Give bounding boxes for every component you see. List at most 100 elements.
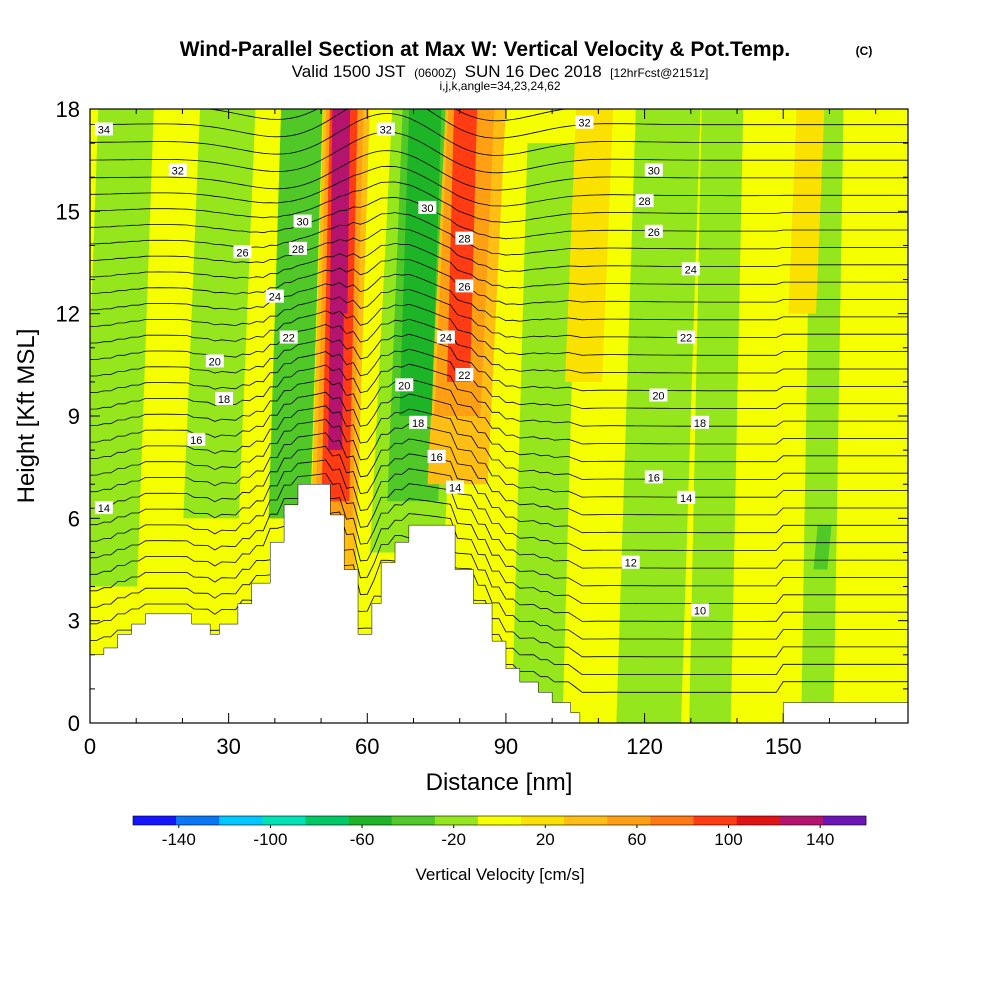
valid-prefix: Valid 1500 JST bbox=[292, 62, 406, 81]
contour-label-text: 28 bbox=[638, 196, 650, 208]
isentrope-line bbox=[90, 511, 908, 605]
isentrope-line bbox=[90, 378, 908, 445]
colorbar-swatch bbox=[564, 816, 608, 825]
colorbar-swatch bbox=[391, 816, 436, 825]
velocity-region bbox=[399, 109, 442, 416]
contour-labels: 34 32 32 32 30 30 30 28 28 28 26 26 26 24 24 24 22 22 22 20… bbox=[94, 115, 710, 617]
contour-label: 24 bbox=[681, 262, 700, 276]
isentrope-line bbox=[90, 595, 908, 658]
y-tick-label: 0 bbox=[68, 711, 80, 736]
isentrope-line bbox=[90, 391, 908, 463]
y-tick-label: 9 bbox=[68, 404, 80, 429]
isentrope-line bbox=[90, 535, 908, 622]
contour-label: 14 bbox=[677, 490, 696, 505]
contour-label: 20 bbox=[649, 388, 668, 403]
potential-temperature-contours bbox=[90, 109, 908, 693]
isentrope-line bbox=[90, 112, 908, 156]
contour-label-text: 20 bbox=[398, 380, 410, 392]
velocity-region bbox=[813, 525, 832, 570]
isentrope-line bbox=[90, 242, 908, 289]
contour-label: 30 bbox=[644, 163, 663, 177]
isentrope-line bbox=[90, 445, 908, 534]
contour-label: 26 bbox=[233, 245, 252, 259]
colorbar-title: Vertical Velocity [cm/s] bbox=[415, 865, 584, 884]
contour-label: 22 bbox=[279, 330, 298, 345]
isentrope-line bbox=[90, 459, 908, 551]
colorbar-swatch bbox=[348, 816, 393, 825]
contour-label-text: 20 bbox=[652, 391, 664, 403]
colorbar-outline bbox=[132, 815, 867, 826]
terrain bbox=[90, 483, 908, 723]
contour-label: 34 bbox=[94, 122, 113, 136]
colorbar-swatch bbox=[262, 816, 306, 825]
contour-label: 20 bbox=[395, 378, 414, 392]
contour-label-text: 22 bbox=[458, 370, 470, 382]
x-tick-label: 30 bbox=[216, 734, 240, 759]
colorbar-swatch bbox=[822, 816, 867, 825]
velocity-region bbox=[447, 109, 478, 382]
contour-label: 12 bbox=[621, 555, 640, 570]
isentrope-line bbox=[90, 627, 908, 676]
contour-label: 28 bbox=[635, 194, 654, 208]
contour-label: 14 bbox=[94, 501, 113, 515]
contour-label: 32 bbox=[575, 115, 594, 130]
contour-label: 10 bbox=[691, 603, 710, 617]
isentrope-line bbox=[90, 405, 908, 480]
contour-label-text: 18 bbox=[694, 418, 706, 430]
contour-label-text: 14 bbox=[98, 503, 110, 515]
chart-title: Wind-Parallel Section at Max W: Vertical… bbox=[180, 38, 791, 61]
contour-label: 32 bbox=[168, 163, 187, 177]
colorbar-swatch bbox=[521, 816, 565, 825]
isentrope-line bbox=[90, 418, 908, 498]
valid-utc: (0600Z) bbox=[414, 66, 456, 80]
velocity-region bbox=[90, 109, 154, 587]
isentrope-line bbox=[90, 472, 908, 569]
contour-label-text: 24 bbox=[685, 264, 697, 276]
isentrope-line bbox=[90, 131, 908, 174]
isentrope-line bbox=[90, 497, 908, 587]
isentrope-line bbox=[90, 273, 908, 322]
contour-label-text: 16 bbox=[430, 452, 442, 464]
isentrope-line bbox=[90, 432, 908, 516]
y-tick-label: 18 bbox=[56, 97, 80, 122]
contour-label-text: 30 bbox=[421, 203, 433, 215]
valid-date: SUN 16 Dec 2018 bbox=[465, 62, 602, 81]
contour-label-text: 28 bbox=[458, 234, 470, 246]
velocity-region bbox=[338, 109, 351, 314]
contour-label: 16 bbox=[427, 449, 446, 464]
contour-label-text: 20 bbox=[209, 356, 221, 368]
colorbar-swatch bbox=[693, 816, 737, 825]
y-axis: 0 3 6 9 12 15 18 bbox=[56, 97, 908, 736]
isentrope-line bbox=[90, 303, 908, 356]
contour-label: 16 bbox=[187, 432, 206, 447]
plot-area: 34 32 32 32 30 30 30 28 28 28 26 26 26 24 24 24 22 22 22 20… bbox=[90, 109, 908, 723]
contour-label-text: 14 bbox=[449, 483, 461, 495]
contour-label-text: 28 bbox=[292, 244, 304, 256]
grid-indices: i,j,k,angle=34,23,24,62 bbox=[439, 79, 560, 93]
contour-label: 24 bbox=[265, 289, 284, 304]
contour-label: 30 bbox=[418, 200, 437, 215]
contour-label-text: 16 bbox=[648, 472, 660, 484]
isentrope-line bbox=[90, 348, 908, 409]
colorbar-tick-label: 20 bbox=[536, 830, 555, 849]
isentrope-line bbox=[90, 288, 908, 339]
valid-time-subtitle: Valid 1500 JST (0600Z) SUN 16 Dec 2018 [… bbox=[292, 62, 709, 81]
colorbar-tick-label: -60 bbox=[350, 830, 375, 849]
copyright-mark: (C) bbox=[856, 44, 873, 58]
colorbar-swatch bbox=[650, 816, 694, 825]
colorbar-tick-label: 60 bbox=[627, 830, 646, 849]
contour-label: 22 bbox=[455, 368, 474, 382]
colorbar-swatch bbox=[736, 816, 781, 825]
colorbar-tick-label: -140 bbox=[162, 830, 196, 849]
colorbar-tick-label: 140 bbox=[806, 830, 834, 849]
contour-label: 24 bbox=[436, 330, 455, 345]
x-tick-label: 0 bbox=[84, 734, 96, 759]
contour-label: 32 bbox=[376, 122, 395, 136]
contour-label: 20 bbox=[205, 354, 224, 368]
colorbar-swatch bbox=[176, 816, 220, 825]
contour-label-text: 22 bbox=[283, 333, 295, 345]
isentrope-line bbox=[90, 165, 908, 207]
contour-label-text: 18 bbox=[412, 418, 424, 430]
contour-label-text: 18 bbox=[218, 394, 230, 406]
